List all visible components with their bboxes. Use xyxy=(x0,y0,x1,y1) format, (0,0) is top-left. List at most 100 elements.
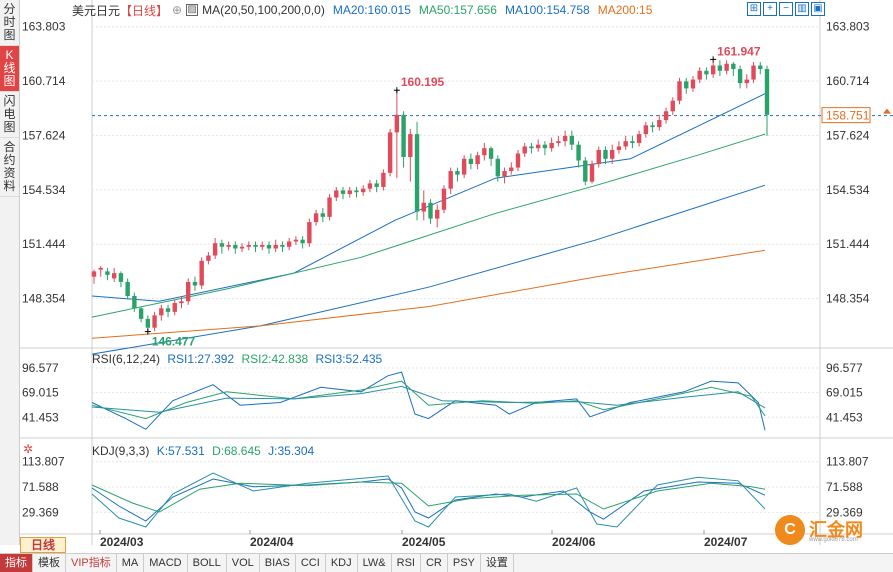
candle-body xyxy=(596,149,601,165)
sidebar: 分时图 K线图 闪电图 合约资料 xyxy=(0,0,20,545)
candle-body xyxy=(724,63,729,71)
period-label: 【日线】 xyxy=(120,3,169,18)
candle-body xyxy=(260,244,265,247)
date-label-4: 2024/07 xyxy=(704,535,748,549)
candle-body xyxy=(731,63,736,70)
price-axis-label-right: 163.803 xyxy=(826,20,870,34)
logo-text: 汇金网 xyxy=(809,520,863,540)
date-label-1: 2024/04 xyxy=(250,535,294,549)
zoom-in-icon[interactable]: + xyxy=(763,2,777,16)
tab-kline[interactable]: K线图 xyxy=(0,46,19,92)
candle-body xyxy=(219,243,225,247)
k-value: K:57.531 xyxy=(156,444,205,458)
candle-body xyxy=(616,146,622,150)
rsi1-value: RSI1:27.392 xyxy=(167,352,235,366)
btab-bias[interactable]: BIAS xyxy=(260,554,296,572)
period-button[interactable]: 日线 xyxy=(20,537,66,553)
candle-body xyxy=(737,69,743,84)
candle-body xyxy=(165,308,171,312)
price-axis-label-right: 160.714 xyxy=(826,74,870,88)
btab-rsi[interactable]: RSI xyxy=(392,554,421,572)
candle-body xyxy=(529,146,534,149)
fullscreen-icon[interactable]: ▣ xyxy=(811,2,825,16)
candle-body xyxy=(367,183,373,189)
candle-body xyxy=(374,183,379,187)
candle-layer xyxy=(91,60,770,332)
candle-body xyxy=(138,308,144,319)
kdj-axis-label-right: 29.369 xyxy=(826,505,863,519)
candle-body xyxy=(286,241,292,247)
btab-macd[interactable]: MACD xyxy=(144,554,188,572)
candle-body xyxy=(125,281,130,297)
btab-cci[interactable]: CCI xyxy=(296,554,326,572)
rsi-axis-label-right: 69.015 xyxy=(826,386,863,400)
candle-body xyxy=(354,190,359,193)
candle-body xyxy=(482,148,487,156)
kdj-gear-icon[interactable]: ✲ xyxy=(23,442,34,456)
candle-body xyxy=(515,153,521,168)
btab-vip[interactable]: VIP指标 xyxy=(66,554,117,572)
zoom-out-icon[interactable]: − xyxy=(779,2,793,16)
price-axis-label-right: 157.624 xyxy=(826,128,870,142)
candle-body xyxy=(657,120,662,128)
candle-body xyxy=(327,197,332,217)
btab-indicator[interactable]: 指标 xyxy=(0,554,33,572)
candle-body xyxy=(751,65,756,80)
candle-body xyxy=(603,149,608,159)
main-header: 美元日元 【日线】 ⊕ ▨ MA(20,50,100,200,0,0) MA20… xyxy=(72,2,656,18)
candle-body xyxy=(192,281,198,286)
j-value: J:35.304 xyxy=(268,444,315,458)
candle-body xyxy=(461,158,467,175)
btab-template[interactable]: 模板 xyxy=(33,554,66,572)
candle-body xyxy=(630,141,635,143)
candle-body xyxy=(690,79,696,89)
candle-body xyxy=(118,273,124,282)
btab-ma[interactable]: MA xyxy=(117,554,145,572)
settings-icon[interactable]: ⊕ xyxy=(172,3,183,17)
price-axis-label-left: 148.354 xyxy=(22,292,66,306)
candle-body xyxy=(522,146,527,154)
chart-svg[interactable]: 163.803 163.803 160.714 160.714 157.624 157.6… xyxy=(20,0,893,545)
fit-icon[interactable]: ⊞ xyxy=(747,2,761,16)
btab-cr[interactable]: CR xyxy=(421,554,448,572)
layout-icon[interactable]: ▥ xyxy=(795,2,809,16)
candle-body xyxy=(623,141,628,147)
candle-body xyxy=(320,213,326,217)
rsi-params: RSI(6,12,24) xyxy=(92,352,161,366)
logo: C 汇金网 www.gold678.com xyxy=(775,515,863,545)
candle-body xyxy=(758,65,763,70)
price-up-arrow-icon xyxy=(883,108,891,114)
btab-kdj[interactable]: KDJ xyxy=(326,554,358,572)
tab-timeshare[interactable]: 分时图 xyxy=(0,0,19,46)
btab-boll[interactable]: BOLL xyxy=(188,554,227,572)
tab-lightning[interactable]: 闪电图 xyxy=(0,92,19,138)
candle-body xyxy=(535,144,541,149)
ma200-value: MA200:15 xyxy=(597,3,653,17)
candle-body xyxy=(663,111,669,121)
chart-area[interactable]: 163.803 163.803 160.714 160.714 157.624 157.6… xyxy=(20,0,893,545)
symbol-label: 美元日元 xyxy=(72,3,121,18)
candle-body xyxy=(334,190,339,198)
candle-body xyxy=(488,148,494,159)
ma50-value: MA50:157.656 xyxy=(418,3,497,17)
candle-body xyxy=(172,303,177,312)
btab-vol[interactable]: VOL xyxy=(227,554,260,572)
btab-psy[interactable]: PSY xyxy=(448,554,481,572)
logo-icon: C xyxy=(775,515,805,545)
ma100-line xyxy=(91,184,766,355)
kdj-k-line xyxy=(91,478,766,522)
tab-contract-info[interactable]: 合约资料 xyxy=(0,138,19,197)
candle-body xyxy=(98,267,103,270)
candle-body xyxy=(145,318,151,328)
price-annotation: 146.477 xyxy=(152,335,196,349)
text-layer: 163.803 163.803 160.714 160.714 157.624 157.6… xyxy=(22,20,891,519)
ma-edit-icon[interactable]: ▨ xyxy=(186,4,199,16)
candle-body xyxy=(394,114,400,133)
candle-body xyxy=(502,171,507,177)
candle-body xyxy=(387,132,393,173)
candle-body xyxy=(441,188,447,210)
btab-lwr[interactable]: LW& xyxy=(358,554,392,572)
candle-body xyxy=(206,255,211,261)
price-annotation: 160.195 xyxy=(401,75,445,89)
btab-settings[interactable]: 设置 xyxy=(481,554,514,572)
